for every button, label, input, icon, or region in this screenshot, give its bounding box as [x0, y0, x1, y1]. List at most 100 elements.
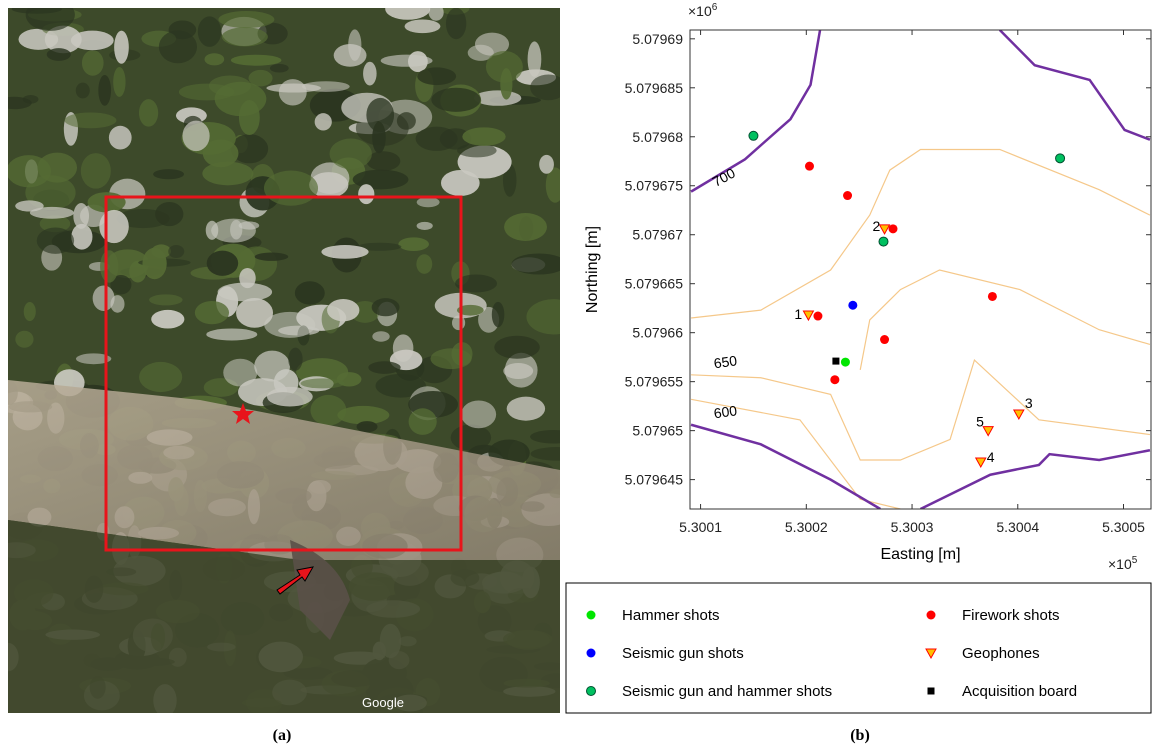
texture: [500, 68, 512, 99]
multiplier-exponent: 5: [1132, 555, 1138, 566]
aerial-image: [0, 0, 583, 723]
texture: [504, 213, 547, 241]
texture: [76, 83, 90, 99]
texture: [218, 283, 272, 302]
y-tick-label: 5.079675: [625, 178, 684, 194]
texture: [372, 298, 400, 316]
texture: [64, 112, 116, 128]
texture: [457, 144, 497, 158]
point-label: 2: [873, 218, 881, 234]
y-tick-label: 5.07965: [632, 423, 683, 439]
texture: [507, 397, 545, 421]
texture: [531, 447, 583, 461]
texture: [23, 95, 39, 104]
texture: [179, 84, 235, 101]
plot-area: [690, 30, 1151, 509]
legend-marker: [927, 611, 936, 620]
x-tick-label: 5.3003: [891, 519, 934, 535]
texture: [539, 155, 554, 174]
legend-label: Seismic gun and hammer shots: [622, 683, 832, 700]
texture: [321, 245, 368, 259]
texture: [368, 361, 400, 374]
texture: [205, 53, 225, 65]
data-point: [1056, 154, 1065, 163]
point-label: 1: [794, 306, 802, 322]
data-point: [988, 292, 997, 301]
data-point: [889, 224, 898, 233]
contour-label: 600: [713, 402, 739, 421]
texture: [452, 316, 465, 331]
legend-label: Geophones: [962, 645, 1040, 662]
texture: [288, 348, 302, 371]
texture: [398, 237, 429, 251]
texture: [357, 421, 378, 432]
texture: [223, 359, 257, 387]
texture: [195, 301, 229, 324]
texture: [37, 228, 74, 254]
texture: [71, 31, 114, 51]
texture: [405, 20, 441, 34]
texture: [492, 302, 505, 327]
y-tick-label: 5.079655: [625, 374, 684, 390]
legend-marker: [928, 688, 935, 695]
y-axis-label: Northing [m]: [584, 226, 601, 313]
texture: [301, 378, 345, 388]
texture: [149, 294, 182, 305]
texture: [381, 55, 433, 67]
y-tick-label: 5.079645: [625, 472, 684, 488]
y-tick-label: 5.07966: [632, 325, 683, 341]
texture: [264, 171, 318, 206]
texture: [114, 31, 129, 64]
texture: [207, 251, 239, 276]
data-point: [813, 312, 822, 321]
texture: [266, 84, 321, 93]
texture: [37, 153, 77, 183]
texture: [182, 121, 209, 152]
texture: [330, 139, 372, 170]
texture: [494, 336, 540, 359]
texture: [530, 75, 567, 101]
texture: [393, 334, 414, 362]
texture: [98, 75, 111, 106]
legend-marker: [587, 649, 596, 658]
texture: [431, 88, 480, 112]
texture: [417, 67, 456, 85]
data-point: [848, 301, 857, 310]
texture: [530, 430, 577, 443]
texture: [142, 248, 166, 279]
legend-marker: [587, 611, 596, 620]
data-point: [832, 358, 839, 365]
texture: [206, 328, 257, 340]
data-point: [843, 191, 852, 200]
texture: [47, 48, 71, 61]
texture: [416, 254, 432, 274]
texture: [334, 44, 367, 67]
texture: [429, 4, 444, 21]
texture: [153, 169, 184, 179]
texture: [353, 170, 409, 190]
texture: [264, 312, 315, 338]
multiplier-base: ×10: [1108, 556, 1132, 572]
texture: [363, 62, 377, 86]
texture: [295, 281, 325, 304]
texture: [446, 8, 466, 39]
texture: [139, 362, 182, 392]
texture: [82, 50, 104, 76]
texture: [168, 245, 184, 258]
data-point: [841, 358, 850, 367]
x-tick-label: 5.3002: [785, 519, 828, 535]
texture: [231, 55, 282, 66]
texture: [417, 197, 440, 207]
texture: [409, 408, 437, 435]
data-point: [880, 335, 889, 344]
texture: [109, 126, 132, 150]
texture: [198, 16, 221, 46]
texture: [24, 302, 36, 321]
texture: [73, 203, 89, 229]
texture: [26, 0, 75, 31]
multiplier-exponent: 6: [712, 2, 718, 13]
caption: (a): [273, 727, 292, 744]
data-point: [879, 237, 888, 246]
multiplier-base: ×10: [688, 3, 712, 19]
texture: [462, 127, 505, 146]
